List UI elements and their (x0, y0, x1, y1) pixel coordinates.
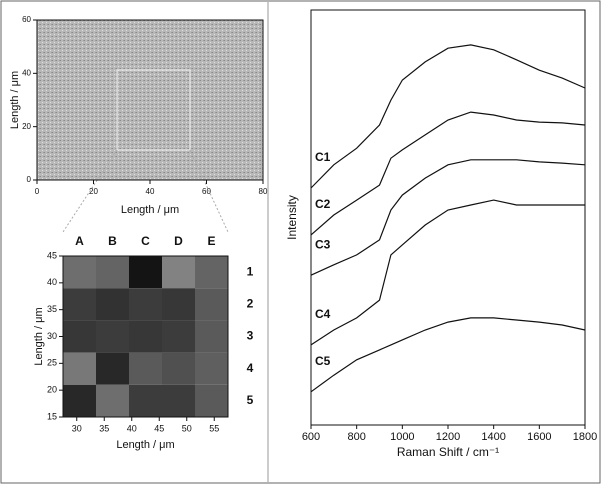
x-tick-label: 1800 (573, 431, 597, 443)
x-tick-label: 45 (154, 423, 164, 433)
y-tick-label: 0 (27, 175, 32, 184)
y-axis-label: Length / μm (33, 307, 45, 365)
y-tick-label: 30 (47, 331, 57, 341)
x-tick-label: 1400 (481, 431, 505, 443)
heatmap-cell (96, 320, 129, 353)
heatmap-cell (63, 384, 96, 417)
heatmap-cell (129, 288, 162, 321)
x-tick-label: 35 (99, 423, 109, 433)
y-tick-label: 15 (47, 411, 57, 421)
heatmap-cell (96, 256, 129, 289)
heatmap-cell (162, 288, 195, 321)
heatmap-cell (129, 320, 162, 353)
heatmap-cell (96, 288, 129, 321)
x-tick-label: 40 (146, 187, 155, 196)
row-label: 4 (247, 361, 254, 375)
plot-frame (310, 9, 586, 426)
y-tick-label: 40 (22, 68, 31, 77)
series-label: C2 (315, 197, 331, 211)
heatmap-cell (195, 256, 228, 289)
x-tick-label: 80 (259, 187, 268, 196)
x-tick-label: 1200 (436, 431, 460, 443)
spectrum-line (310, 199, 585, 346)
heatmap-cell (63, 288, 96, 321)
y-tick-label: 20 (47, 385, 57, 395)
zoom-line (189, 149, 229, 233)
x-tick-label: 1600 (527, 431, 551, 443)
heatmap-cell (129, 352, 162, 385)
heatmap-cell (162, 352, 195, 385)
x-tick-label: 40 (127, 423, 137, 433)
series-label: C5 (315, 354, 331, 368)
zoom-region (116, 69, 191, 151)
x-tick-label: 0 (35, 187, 40, 196)
y-tick-label: 25 (47, 358, 57, 368)
column-label: A (75, 234, 84, 248)
spectrum-line (310, 111, 586, 236)
row-label: 1 (247, 264, 254, 278)
y-tick-label: 35 (47, 304, 57, 314)
x-tick-label: 50 (182, 423, 192, 433)
heatmap-cell (96, 352, 129, 385)
row-label: 5 (247, 393, 254, 407)
heatmap-cell (195, 384, 228, 417)
x-tick-label: 1000 (390, 431, 414, 443)
heatmap-cell (63, 352, 96, 385)
heatmap-cell (195, 352, 228, 385)
y-tick-label: 20 (22, 122, 31, 131)
spectrum-line (310, 159, 586, 276)
x-axis-label: Raman Shift / cm⁻¹ (397, 445, 499, 459)
micrograph (37, 20, 263, 180)
x-tick-label: 60 (202, 187, 211, 196)
heatmap-cell (63, 256, 96, 289)
plot-frame (36, 19, 264, 181)
column-label: E (207, 234, 215, 248)
y-axis-label: Length / μm (9, 71, 21, 129)
x-axis-label: Length / μm (121, 204, 179, 216)
heatmap-cell (129, 384, 162, 417)
heatmap-cell (96, 384, 129, 417)
heatmap-cell (162, 256, 195, 289)
heatmap-cell (195, 320, 228, 353)
spectrum-line (310, 317, 586, 393)
y-tick-label: 45 (47, 250, 57, 260)
series-label: C3 (315, 237, 331, 251)
zoom-line (62, 149, 118, 233)
column-label: C (141, 234, 150, 248)
column-label: D (174, 234, 183, 248)
x-tick-label: 20 (89, 187, 98, 196)
series-label: C1 (315, 150, 331, 164)
heatmap-cell (195, 288, 228, 321)
heatmap-cell (129, 256, 162, 289)
heatmap-cell (63, 320, 96, 353)
row-label: 3 (247, 329, 254, 343)
y-tick-label: 60 (22, 15, 31, 24)
x-tick-label: 800 (347, 431, 365, 443)
x-tick-label: 30 (72, 423, 82, 433)
row-label: 2 (247, 296, 254, 310)
plot-frame (62, 255, 229, 418)
y-tick-label: 40 (47, 277, 57, 287)
x-axis-label: Length / μm (116, 439, 174, 451)
x-tick-label: 55 (209, 423, 219, 433)
heatmap-cell (162, 384, 195, 417)
series-label: C4 (315, 307, 331, 321)
y-axis-label: Intensity (285, 195, 299, 240)
x-tick-label: 600 (302, 431, 320, 443)
column-label: B (108, 234, 117, 248)
heatmap-cell (162, 320, 195, 353)
spectrum-line (310, 44, 586, 189)
